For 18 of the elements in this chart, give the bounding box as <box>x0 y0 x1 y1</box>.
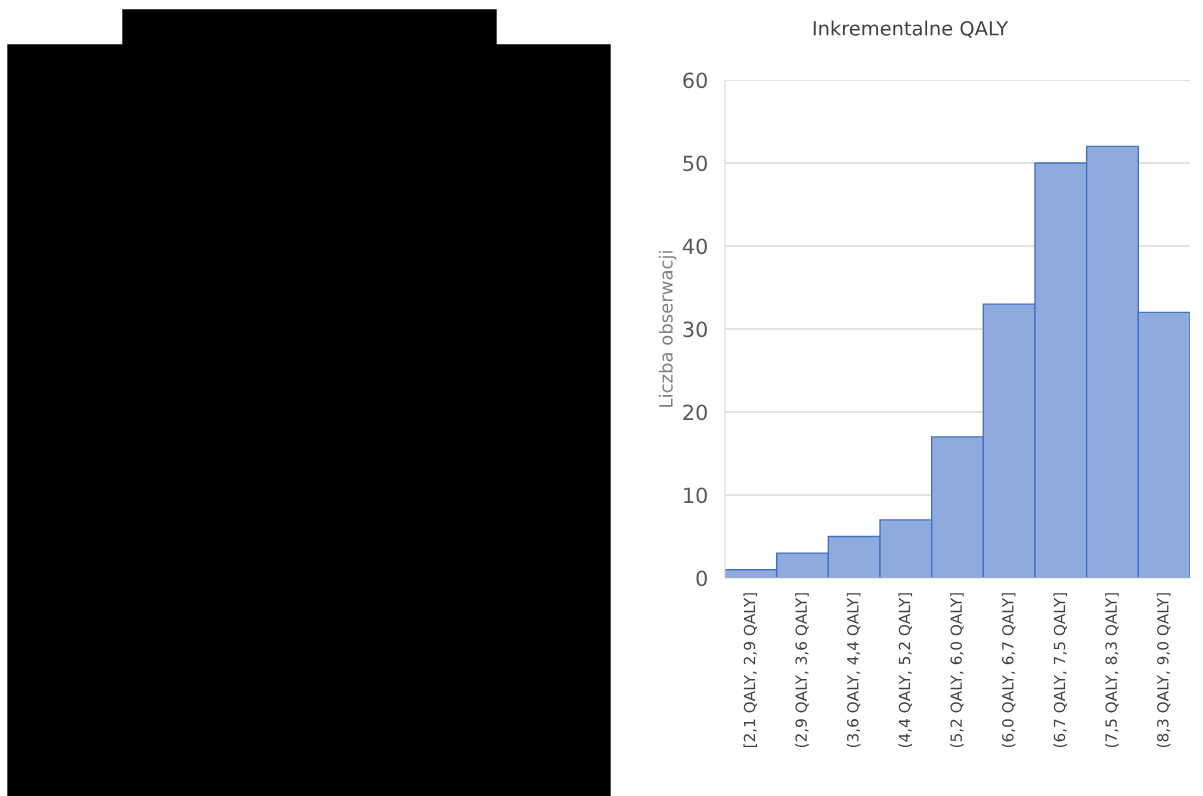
y-tick-label: 20 <box>683 404 707 421</box>
y-axis-title: Liczba obserwacji <box>658 251 677 407</box>
x-tick-label: (4,4 QALY, 5,2 QALY] <box>898 593 913 748</box>
x-tick-label: (6,0 QALY, 6,7 QALY] <box>1001 593 1016 748</box>
x-tick-label: (2,9 QALY, 3,6 QALY] <box>795 593 809 748</box>
x-tick-label: (6,7 QALY, 7,5 QALY] <box>1053 593 1068 748</box>
y-tick-label: 40 <box>682 238 707 255</box>
y-tick-label: 0 <box>696 570 707 587</box>
y-tick-label: 50 <box>683 155 707 172</box>
y-tick-label: 10 <box>684 487 707 504</box>
y-tick-label: 60 <box>683 72 707 89</box>
x-tick-label: [2,1 QALY, 2,9 QALY] <box>743 593 758 748</box>
x-tick-label: (8,3 QALY, 9,0 QALY] <box>1156 593 1171 748</box>
chart-title: Inkrementalne QALY <box>813 20 1009 38</box>
x-tick-label: (3,6 QALY, 4,4 QALY] <box>846 593 861 748</box>
x-tick-label: (5,2 QALY, 6,0 QALY] <box>950 593 964 748</box>
x-tick-label: (7,5 QALY, 8,3 QALY] <box>1105 593 1119 748</box>
y-tick-label: 30 <box>683 321 707 338</box>
